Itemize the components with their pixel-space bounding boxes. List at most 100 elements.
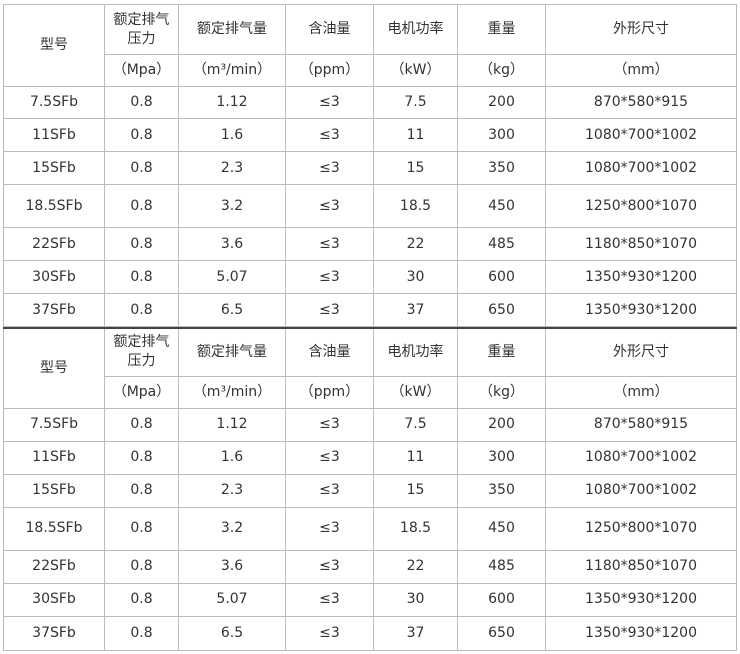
data-cell: 22 [373, 227, 458, 261]
data-cell: 1.6 [178, 118, 286, 152]
header-cell: 型号 [3, 327, 105, 409]
spec-table: 型号 额定排气压力 额定排气量 含油量 电机功率 重量 外形尺寸 （Mpa） （m³/min）（… [3, 327, 737, 651]
data-cell: 0.8 [104, 184, 179, 228]
data-cell: 1250*800*1070 [545, 184, 737, 228]
data-cell: ≤3 [285, 86, 374, 119]
unit-cell: （m³/min） [178, 375, 286, 409]
data-cell: 1180*850*1070 [545, 549, 737, 584]
data-cell: ≤3 [285, 615, 374, 651]
unit-cell: （Mpa） [104, 375, 179, 409]
data-cell: 870*580*915 [545, 86, 737, 119]
data-cell: 18.5 [373, 506, 458, 551]
unit-cell: （mm） [545, 54, 737, 87]
data-cell: 200 [457, 407, 546, 442]
data-cell: 22SFb [3, 549, 105, 584]
data-cell: 37 [373, 615, 458, 651]
header-cell: 额定排气量 [178, 327, 286, 377]
data-cell: 1250*800*1070 [545, 506, 737, 551]
data-cell: 2.3 [178, 473, 286, 508]
data-cell: 0.8 [104, 293, 179, 327]
header-cell: 含油量 [285, 4, 374, 55]
data-cell: 11 [373, 440, 458, 475]
data-row: 30SFb 0.8 5.07 ≤3 30 600 1350*930*1200 [3, 260, 737, 294]
data-row: 18.5SFb 0.8 3.2 ≤3 18.5 450 1250*800*1070 [3, 506, 737, 551]
data-row: 22SFb 0.8 3.6 ≤3 22 485 1180*850*1070 [3, 549, 737, 584]
data-cell: 0.8 [104, 151, 179, 185]
header-cell: 额定排气压力 [104, 4, 179, 55]
data-cell: 600 [457, 260, 546, 294]
data-cell: ≤3 [285, 506, 374, 551]
data-cell: 0.8 [104, 549, 179, 584]
data-cell: 650 [457, 615, 546, 651]
header-cell: 型号 [3, 4, 105, 87]
data-cell: ≤3 [285, 118, 374, 152]
data-cell: 0.8 [104, 473, 179, 508]
header-cell: 外形尺寸 [545, 327, 737, 377]
data-cell: 450 [457, 184, 546, 228]
data-row: 7.5SFb 0.8 1.12 ≤3 7.5 200 870*580*915 [3, 86, 737, 119]
header-cell: 电机功率 [373, 327, 458, 377]
data-cell: 1080*700*1002 [545, 151, 737, 185]
data-cell: 1080*700*1002 [545, 118, 737, 152]
unit-cell: （kW） [373, 54, 458, 87]
header-cell: 外形尺寸 [545, 4, 737, 55]
data-cell: 1.12 [178, 407, 286, 442]
data-cell: 1180*850*1070 [545, 227, 737, 261]
data-cell: ≤3 [285, 260, 374, 294]
data-row: 18.5SFb 0.8 3.2 ≤3 18.5 450 1250*800*1070 [3, 184, 737, 228]
data-cell: ≤3 [285, 184, 374, 228]
data-cell: 18.5SFb [3, 506, 105, 551]
data-cell: 11 [373, 118, 458, 152]
data-cell: 485 [457, 227, 546, 261]
data-cell: 18.5SFb [3, 184, 105, 228]
data-cell: 1080*700*1002 [545, 440, 737, 475]
data-cell: 30 [373, 260, 458, 294]
data-cell: 15SFb [3, 151, 105, 185]
data-cell: 870*580*915 [545, 407, 737, 442]
spec-table: 型号 额定排气压力 额定排气量 含油量 电机功率 重量 外形尺寸 （Mpa） （m³/min）（… [3, 4, 737, 327]
data-cell: 37SFb [3, 615, 105, 651]
header-cell: 电机功率 [373, 4, 458, 55]
data-cell: 600 [457, 582, 546, 617]
header-cell: 额定排气量 [178, 4, 286, 55]
data-cell: 7.5SFb [3, 86, 105, 119]
data-cell: 3.6 [178, 227, 286, 261]
data-cell: 5.07 [178, 260, 286, 294]
unit-cell: （ppm） [285, 54, 374, 87]
data-cell: 0.8 [104, 615, 179, 651]
data-cell: 7.5SFb [3, 407, 105, 442]
data-cell: 15 [373, 151, 458, 185]
data-row: 37SFb 0.8 6.5 ≤3 37 650 1350*930*1200 [3, 293, 737, 327]
data-cell: 15 [373, 473, 458, 508]
unit-cell: （Mpa） [104, 54, 179, 87]
unit-cell: （ppm） [285, 375, 374, 409]
data-cell: ≤3 [285, 549, 374, 584]
tables: 型号 额定排气压力 额定排气量 含油量 电机功率 重量 外形尺寸 （Mpa） （m³/min）（… [3, 4, 737, 651]
table-body: 型号 额定排气压力 额定排气量 含油量 电机功率 重量 外形尺寸 （Mpa） （m³/min）（… [3, 4, 737, 327]
data-row: 11SFb 0.8 1.6 ≤3 11 300 1080*700*1002 [3, 118, 737, 152]
data-cell: 1350*930*1200 [545, 582, 737, 617]
data-cell: 37 [373, 293, 458, 327]
data-cell: 3.2 [178, 184, 286, 228]
header-cell: 重量 [457, 327, 546, 377]
data-cell: 1.6 [178, 440, 286, 475]
data-cell: ≤3 [285, 582, 374, 617]
data-cell: 1350*930*1200 [545, 615, 737, 651]
unit-cell: （mm） [545, 375, 737, 409]
data-cell: 0.8 [104, 227, 179, 261]
unit-cell: （kg） [457, 375, 546, 409]
data-cell: 0.8 [104, 440, 179, 475]
unit-row: （Mpa） （m³/min） （ppm） （kW） （kg） （mm） [4, 375, 737, 409]
data-cell: 1.12 [178, 86, 286, 119]
data-cell: 200 [457, 86, 546, 119]
data-cell: ≤3 [285, 440, 374, 475]
data-row: 7.5SFb 0.8 1.12 ≤3 7.5 200 870*580*915 [3, 407, 737, 442]
data-cell: 7.5 [373, 86, 458, 119]
header-row: 型号 额定排气压力 额定排气量 含油量 电机功率 重量 外形尺寸 [3, 4, 737, 87]
table-body: 型号 额定排气压力 额定排气量 含油量 电机功率 重量 外形尺寸 （Mpa） （m³/min）（… [3, 327, 737, 651]
data-cell: 2.3 [178, 151, 286, 185]
data-row: 11SFb 0.8 1.6 ≤3 11 300 1080*700*1002 [3, 440, 737, 475]
data-row: 37SFb 0.8 6.5 ≤3 37 650 1350*930*1200 [3, 615, 737, 651]
data-cell: ≤3 [285, 151, 374, 185]
